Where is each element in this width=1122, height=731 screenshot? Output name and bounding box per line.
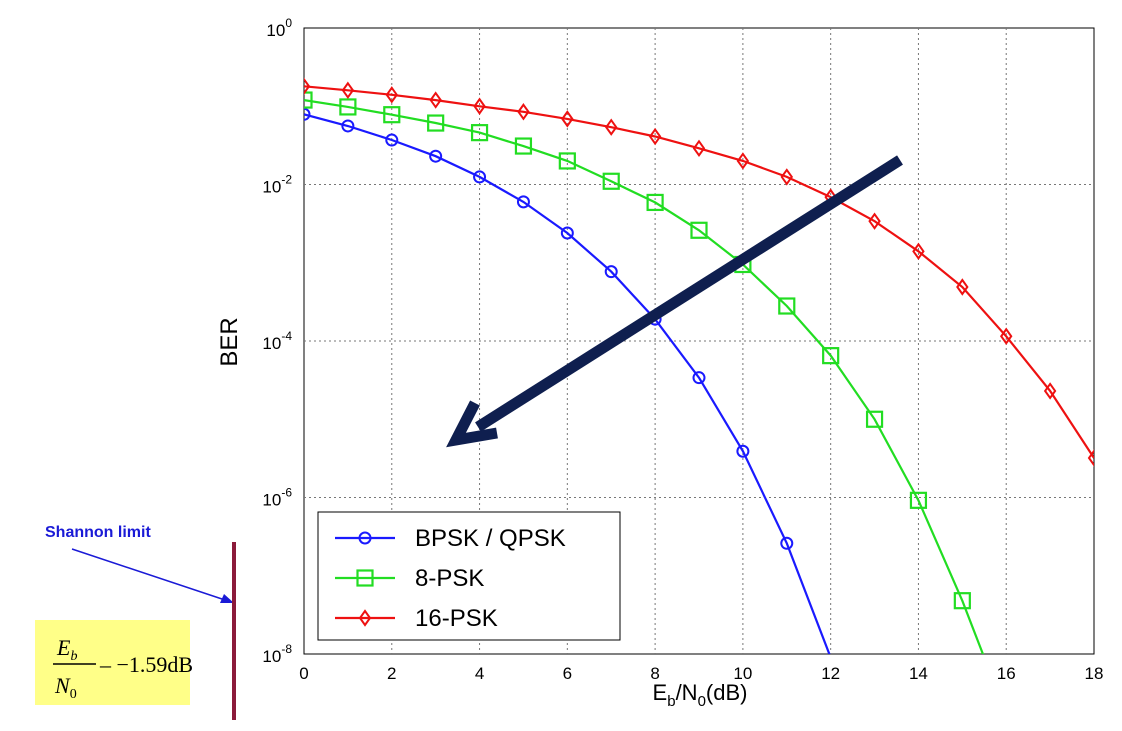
data-point — [822, 347, 840, 365]
legend-entry: 8-PSK — [335, 565, 484, 592]
legend-entry: 16-PSK — [335, 605, 498, 632]
series-line — [304, 99, 985, 654]
x-label-tail: (dB) — [706, 680, 748, 705]
data-point — [648, 127, 662, 146]
data-point — [561, 110, 574, 128]
shannon-label: Shannon limit — [45, 524, 151, 541]
legend-label: 8-PSK — [415, 565, 484, 592]
formula-denominator: N0 — [54, 673, 77, 702]
data-point — [304, 107, 311, 121]
data-point — [385, 133, 399, 147]
data-point — [517, 103, 530, 121]
data-point — [427, 114, 445, 132]
arrow-head — [446, 400, 498, 448]
y-tick-label: 10-2 — [262, 173, 292, 197]
x-tick-label: 10 — [733, 664, 752, 683]
data-point — [473, 170, 487, 184]
data-point — [1087, 449, 1094, 467]
shannon-annotation: Shannon limit Eb N0 – −1.59dB — [35, 524, 236, 720]
data-point — [339, 98, 357, 116]
trend-arrow — [446, 155, 903, 448]
x-label-mid: /N — [676, 680, 698, 705]
series-line — [304, 113, 831, 654]
data-point — [604, 265, 618, 279]
data-point — [429, 149, 443, 163]
shannon-pointer-line — [71, 548, 226, 601]
data-point — [514, 137, 533, 155]
series-layer — [304, 77, 1094, 654]
legend-marker — [358, 609, 372, 627]
data-point — [473, 97, 486, 115]
series-line — [304, 85, 1094, 459]
data-point — [736, 444, 750, 458]
legend-marker — [358, 531, 372, 545]
x-tick-label: 2 — [387, 664, 396, 683]
data-point — [646, 193, 664, 212]
arrow-shaft — [475, 155, 903, 432]
data-point — [560, 226, 574, 240]
y-tick-label: 10-8 — [262, 642, 292, 666]
data-point — [956, 278, 969, 296]
legend-label: 16-PSK — [415, 605, 498, 632]
data-point — [912, 242, 925, 261]
legend-entry: BPSK / QPSK — [335, 525, 566, 552]
data-point — [868, 212, 881, 230]
x-label-sub2: 0 — [698, 693, 706, 710]
data-point — [865, 410, 884, 428]
legend-label: BPSK / QPSK — [415, 525, 566, 552]
data-point — [780, 168, 794, 186]
data-point — [736, 152, 750, 170]
x-tick-label: 12 — [821, 664, 840, 683]
x-tick-label: 4 — [475, 664, 484, 683]
y-tick-label: 10-6 — [262, 486, 292, 510]
x-tick-label: 16 — [997, 664, 1016, 683]
shannon-pointer-arrowhead — [220, 594, 234, 603]
data-point — [602, 172, 620, 190]
legend: BPSK / QPSK 8-PSK 16-PSK — [317, 511, 621, 641]
x-label-main: E — [653, 680, 668, 705]
data-point — [341, 81, 355, 99]
data-point — [780, 536, 794, 550]
data-point — [385, 86, 399, 104]
shannon-formula: Eb N0 – −1.59dB — [53, 635, 193, 702]
y-tick-label: 10-4 — [262, 329, 292, 353]
y-tick-labels: 100 10-2 10-4 10-6 10-8 — [262, 16, 292, 666]
data-point — [470, 124, 489, 142]
data-point — [909, 491, 928, 509]
data-point — [690, 221, 708, 239]
data-point — [341, 119, 355, 133]
series-8-psk — [304, 91, 985, 654]
x-tick-label: 8 — [650, 664, 659, 683]
x-label-sub1: b — [667, 693, 675, 710]
data-point — [429, 91, 442, 109]
legend-marker — [356, 569, 374, 587]
formula-numerator: Eb — [56, 635, 77, 664]
y-axis-label: BER — [216, 317, 243, 366]
x-tick-label: 18 — [1085, 664, 1104, 683]
data-point — [558, 152, 576, 170]
data-point — [999, 327, 1013, 345]
data-point — [304, 91, 313, 109]
data-point — [516, 195, 530, 209]
series-bpsk-qpsk — [304, 107, 831, 654]
x-axis-label: Eb/N0(dB) — [653, 680, 748, 710]
data-point — [304, 77, 311, 95]
data-point — [953, 592, 971, 610]
data-point — [692, 371, 706, 385]
x-tick-label: 0 — [299, 664, 308, 683]
formula-rhs: – −1.59dB — [99, 652, 193, 677]
data-point — [604, 118, 618, 136]
formula-box — [35, 620, 190, 705]
y-tick-label: 100 — [266, 16, 292, 40]
legend-entries: BPSK / QPSK 8-PSK 16-PSK — [335, 525, 566, 632]
data-point — [1043, 382, 1057, 400]
data-point — [383, 106, 401, 124]
data-point — [692, 139, 706, 158]
x-tick-label: 14 — [909, 664, 928, 683]
data-point — [778, 297, 796, 315]
x-tick-label: 6 — [563, 664, 572, 683]
x-tick-labels: 0 2 4 6 8 10 12 14 16 18 — [299, 664, 1103, 683]
series-16-psk — [304, 77, 1094, 467]
